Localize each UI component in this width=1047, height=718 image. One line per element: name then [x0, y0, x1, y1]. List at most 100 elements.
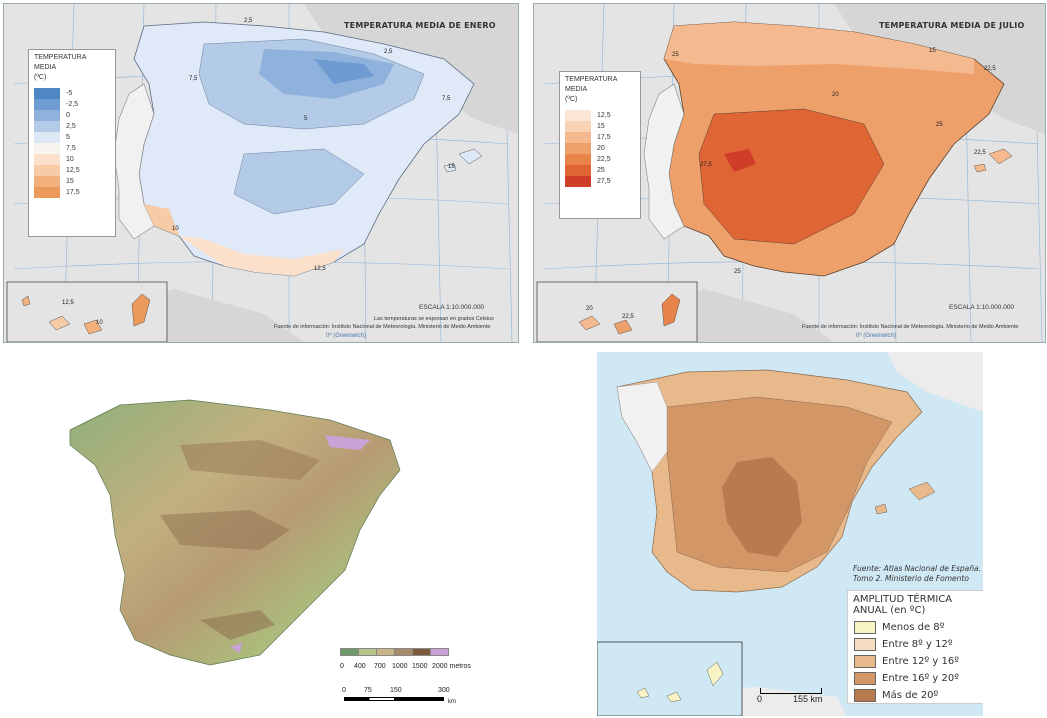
elevation-label: 0	[340, 663, 344, 670]
january-legend-item: 10	[34, 154, 115, 165]
amplitude-legend-item: Entre 16º y 20º	[854, 670, 983, 687]
elevation-swatch	[394, 648, 413, 656]
amplitude-legend-item: Entre 8º y 12º	[854, 636, 983, 653]
january-legend-label: 7,5	[66, 145, 76, 152]
january-legend-label: 17,5	[66, 189, 80, 196]
january-legend-swatch	[34, 176, 60, 187]
elevation-label: 1000	[392, 663, 408, 670]
elevation-label: 400	[354, 663, 366, 670]
july-legend-item: 27,5	[565, 176, 640, 187]
january-temperature-map: TEMPERATURA MEDIA DE ENERO TEMPERATURA M…	[3, 3, 519, 343]
july-legend-swatch	[565, 121, 591, 132]
july-legend-swatch	[565, 154, 591, 165]
january-legend-title: TEMPERATURA MEDIA	[34, 54, 86, 71]
july-legend-item: 22,5	[565, 154, 640, 165]
january-legend-swatch	[34, 110, 60, 121]
january-scale: ESCALA 1:10.000.000	[419, 304, 485, 311]
scale-label: 75	[364, 687, 372, 694]
amplitude-legend-swatch	[854, 638, 876, 651]
january-legend: TEMPERATURA MEDIA (ºC) -5 -2,5 0 2,5 5 7,5 10 1…	[28, 49, 116, 237]
scale-label: 150	[390, 687, 402, 694]
january-legend-swatch	[34, 132, 60, 143]
july-legend-item: 12,5	[565, 110, 640, 121]
january-legend-swatch	[34, 121, 60, 132]
january-legend-label: 0	[66, 112, 70, 119]
amplitude-legend-swatch	[854, 672, 876, 685]
july-legend-label: 25	[597, 167, 605, 174]
january-legend-swatch	[34, 187, 60, 198]
january-legend-swatch	[34, 154, 60, 165]
january-map-title: TEMPERATURA MEDIA DE ENERO	[344, 21, 496, 30]
amplitude-legend-label: Entre 8º y 12º	[882, 639, 953, 650]
july-legend-label: 27,5	[597, 178, 611, 185]
amplitude-legend-label: Menos de 8º	[882, 622, 945, 633]
january-legend-label: 15	[66, 178, 74, 185]
elevation-swatch	[340, 648, 359, 656]
amplitude-scale-bar: 0 155 km	[757, 688, 837, 706]
scale-label: 0	[342, 687, 346, 694]
amplitude-legend-item: Más de 20º	[854, 687, 983, 704]
january-legend-label: 10	[66, 156, 74, 163]
january-legend-item: 2,5	[34, 121, 115, 132]
july-legend-swatch	[565, 132, 591, 143]
source-line-2: Tomo 2. Ministerio de Fomento	[853, 574, 969, 583]
contour-label: 2,5	[244, 18, 253, 24]
july-legend: TEMPERATURA MEDIA (ºC) 12,5 15 17,5 20 22,5 2…	[559, 71, 641, 219]
july-legend-swatch	[565, 176, 591, 187]
january-legend-item: 12,5	[34, 165, 115, 176]
july-legend-item: 15	[565, 121, 640, 132]
amplitude-legend-title-1: AMPLITUD TÉRMICA	[853, 594, 953, 605]
january-legend-label: -2,5	[66, 101, 79, 108]
scale-label: 0	[757, 694, 763, 704]
july-legend-swatch	[565, 165, 591, 176]
scale-unit: km	[448, 699, 456, 705]
january-note: Las temperaturas se expresan en grados C…	[374, 316, 494, 322]
source-line-1: Fuente: Atlas Nacional de España.	[853, 564, 981, 573]
amplitude-legend-label: Entre 12º y 16º	[882, 656, 959, 667]
july-map-title: TEMPERATURA MEDIA DE JULIO	[879, 21, 1025, 30]
contour-label: 22,5	[974, 150, 986, 156]
contour-label: 25	[936, 122, 943, 128]
contour-label: 7,5	[189, 76, 198, 82]
january-legend-label: 12,5	[66, 167, 80, 174]
january-legend-swatch	[34, 88, 60, 99]
amplitude-legend: AMPLITUD TÉRMICA ANUAL (en ºC) Menos de …	[847, 590, 983, 704]
elevation-label: 1500	[412, 663, 428, 670]
elevation-label: 2000 metros	[432, 663, 471, 670]
meridian-label: 0º (Greenwich)	[326, 333, 366, 339]
january-legend-item: 0	[34, 110, 115, 121]
contour-label: 15	[448, 164, 455, 170]
amplitude-map-graphic	[597, 352, 983, 716]
amplitude-legend-swatch	[854, 689, 876, 702]
july-legend-label: 22,5	[597, 156, 611, 163]
january-legend-swatch	[34, 143, 60, 154]
january-legend-swatch	[34, 99, 60, 110]
contour-label: 12,5	[62, 300, 74, 306]
amplitude-legend-item: Entre 12º y 16º	[854, 653, 983, 670]
amplitude-legend-item: Menos de 8º	[854, 619, 983, 636]
january-legend-label: -5	[66, 90, 73, 97]
january-legend-item: -2,5	[34, 99, 115, 110]
july-map-graphic	[536, 4, 1045, 342]
contour-label: 22,5	[622, 314, 634, 320]
contour-label: 27,5	[700, 162, 712, 168]
july-legend-item: 17,5	[565, 132, 640, 143]
contour-label: 2,5	[384, 49, 393, 55]
contour-label: 25	[734, 269, 741, 275]
january-legend-item: 17,5	[34, 187, 115, 198]
january-legend-item: -5	[34, 88, 115, 99]
january-legend-unit: (ºC)	[34, 74, 47, 81]
contour-label: 25	[672, 52, 679, 58]
relief-map-graphic	[69, 399, 401, 666]
elevation-swatch	[376, 648, 395, 656]
july-legend-label: 17,5	[597, 134, 611, 141]
july-legend-title: TEMPERATURA MEDIA	[565, 76, 617, 93]
july-legend-label: 20	[597, 145, 605, 152]
july-legend-swatch	[565, 143, 591, 154]
january-legend-item: 7,5	[34, 143, 115, 154]
contour-label: 15	[929, 48, 936, 54]
amplitude-legend-label: Más de 20º	[882, 690, 939, 701]
january-legend-label: 2,5	[66, 123, 76, 130]
january-legend-swatch	[34, 165, 60, 176]
thermal-amplitude-map: Fuente: Atlas Nacional de España. Tomo 2…	[597, 352, 983, 716]
